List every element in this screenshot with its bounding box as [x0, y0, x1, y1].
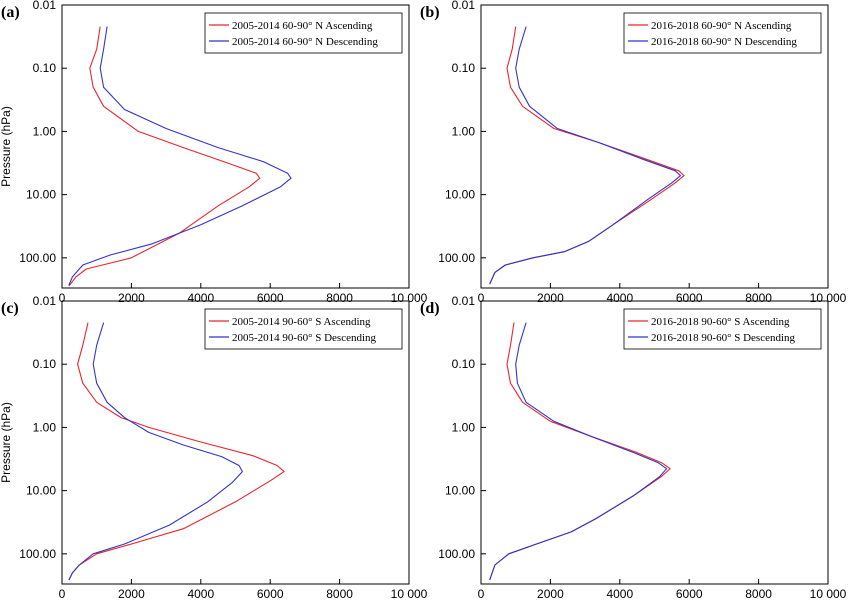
x-tick-label: 8000	[745, 291, 772, 305]
x-tick-label: 6000	[676, 587, 703, 600]
x-tick-label: 6000	[676, 291, 703, 305]
panel-3: 0 2000 4000 6000 8000 10 000 0.01 0.10 1.00 10.00…	[0, 294, 428, 600]
x-tick-label: 0	[478, 291, 485, 305]
x-tick-label: 0	[478, 587, 485, 600]
series-line-ascending	[489, 26, 685, 285]
x-tick-label: 4000	[187, 587, 214, 600]
plot-frame	[61, 300, 410, 585]
x-tick-label: 4000	[187, 291, 214, 305]
y-tick-label: 100.00	[438, 251, 475, 265]
legend-entry-label: 2016-2018 90-60° S Ascending	[651, 316, 790, 328]
x-tick-label: 2000	[537, 291, 564, 305]
legend-entry-label: 2016-2018 60-90° N Ascending	[651, 20, 792, 32]
y-tick-label: 10.00	[26, 188, 56, 202]
y-tick-label: 0.01	[33, 0, 57, 12]
x-tick-label: 0	[59, 587, 66, 600]
series-line-ascending	[68, 322, 285, 581]
y-tick-label: 0.10	[452, 61, 476, 75]
x-tick-label: 8000	[326, 587, 353, 600]
y-tick-label: 1.00	[452, 420, 476, 434]
y-tick-label: 1.00	[33, 124, 57, 138]
panel-1: 0 2000 4000 6000 8000 10 0000.010.101.0010.00…	[0, 0, 428, 305]
y-axis-title: Pressure (hPa)	[0, 402, 13, 483]
y-tick-label: 0.01	[452, 0, 476, 12]
y-tick-label: 100.00	[19, 251, 56, 265]
panel-4: 0 2000 4000 6000 8000 10 000 0.01 0.10 1.00 10.00…	[420, 294, 847, 600]
y-tick-label: 0.10	[452, 357, 476, 371]
x-tick-label: 6000	[257, 291, 284, 305]
plot-frame	[480, 4, 829, 289]
legend-box	[623, 308, 822, 350]
series-line-descending	[68, 26, 292, 286]
y-tick-label: 0.01	[33, 294, 57, 308]
legend-entry-label: 2005-2014 90-60° S Ascending	[232, 316, 371, 328]
panel-label: (b)	[420, 4, 440, 21]
y-tick-label: 10.00	[445, 188, 475, 202]
plot-frame	[61, 4, 410, 289]
x-tick-label: 6000	[257, 587, 284, 600]
legend-entry-label: 2005-2014 60-90° N Descending	[232, 36, 378, 48]
plot-frame	[480, 300, 829, 585]
y-tick-label: 10.00	[26, 484, 56, 498]
x-tick-label: 8000	[326, 291, 353, 305]
y-tick-label: 10.00	[445, 484, 475, 498]
x-tick-label: 2000	[118, 291, 145, 305]
series-line-descending	[489, 322, 668, 581]
x-tick-label: 4000	[606, 291, 633, 305]
x-tick-label: 2000	[537, 587, 564, 600]
panel-label: (c)	[1, 300, 19, 317]
panel-label: (d)	[420, 300, 440, 317]
x-tick-label: 2000	[118, 587, 145, 600]
y-tick-label: 0.01	[452, 294, 476, 308]
y-axis-title: Pressure (hPa)	[0, 106, 13, 187]
y-tick-label: 100.00	[438, 547, 475, 561]
x-tick-label: 8000	[745, 587, 772, 600]
series-line-descending	[68, 322, 243, 581]
y-tick-label: 1.00	[452, 124, 476, 138]
x-tick-label: 4000	[606, 587, 633, 600]
y-tick-label: 1.00	[33, 420, 57, 434]
x-tick-label: 0	[59, 291, 66, 305]
legend-entry-label: 2005-2014 90-60° S Descending	[232, 332, 377, 344]
legend-box	[623, 12, 822, 54]
legend-entry-label: 2016-2018 90-60° S Descending	[651, 332, 796, 344]
y-tick-label: 0.10	[33, 61, 57, 75]
x-tick-label: 10 000	[810, 587, 847, 600]
series-line-ascending	[68, 26, 261, 287]
x-tick-label: 10 000	[391, 587, 428, 600]
y-tick-label: 100.00	[19, 547, 56, 561]
legend-entry-label: 2005-2014 60-90° N Ascending	[232, 20, 373, 32]
panel-2: 0 2000 4000 6000 8000 10 0000.010.101.0010.00…	[420, 0, 847, 305]
panel-label: (a)	[1, 4, 20, 21]
series-line-descending	[489, 26, 682, 285]
legend-box	[204, 308, 403, 350]
y-tick-label: 0.10	[33, 357, 57, 371]
legend-box	[204, 12, 403, 54]
legend-entry-label: 2016-2018 60-90° N Descending	[651, 36, 797, 48]
